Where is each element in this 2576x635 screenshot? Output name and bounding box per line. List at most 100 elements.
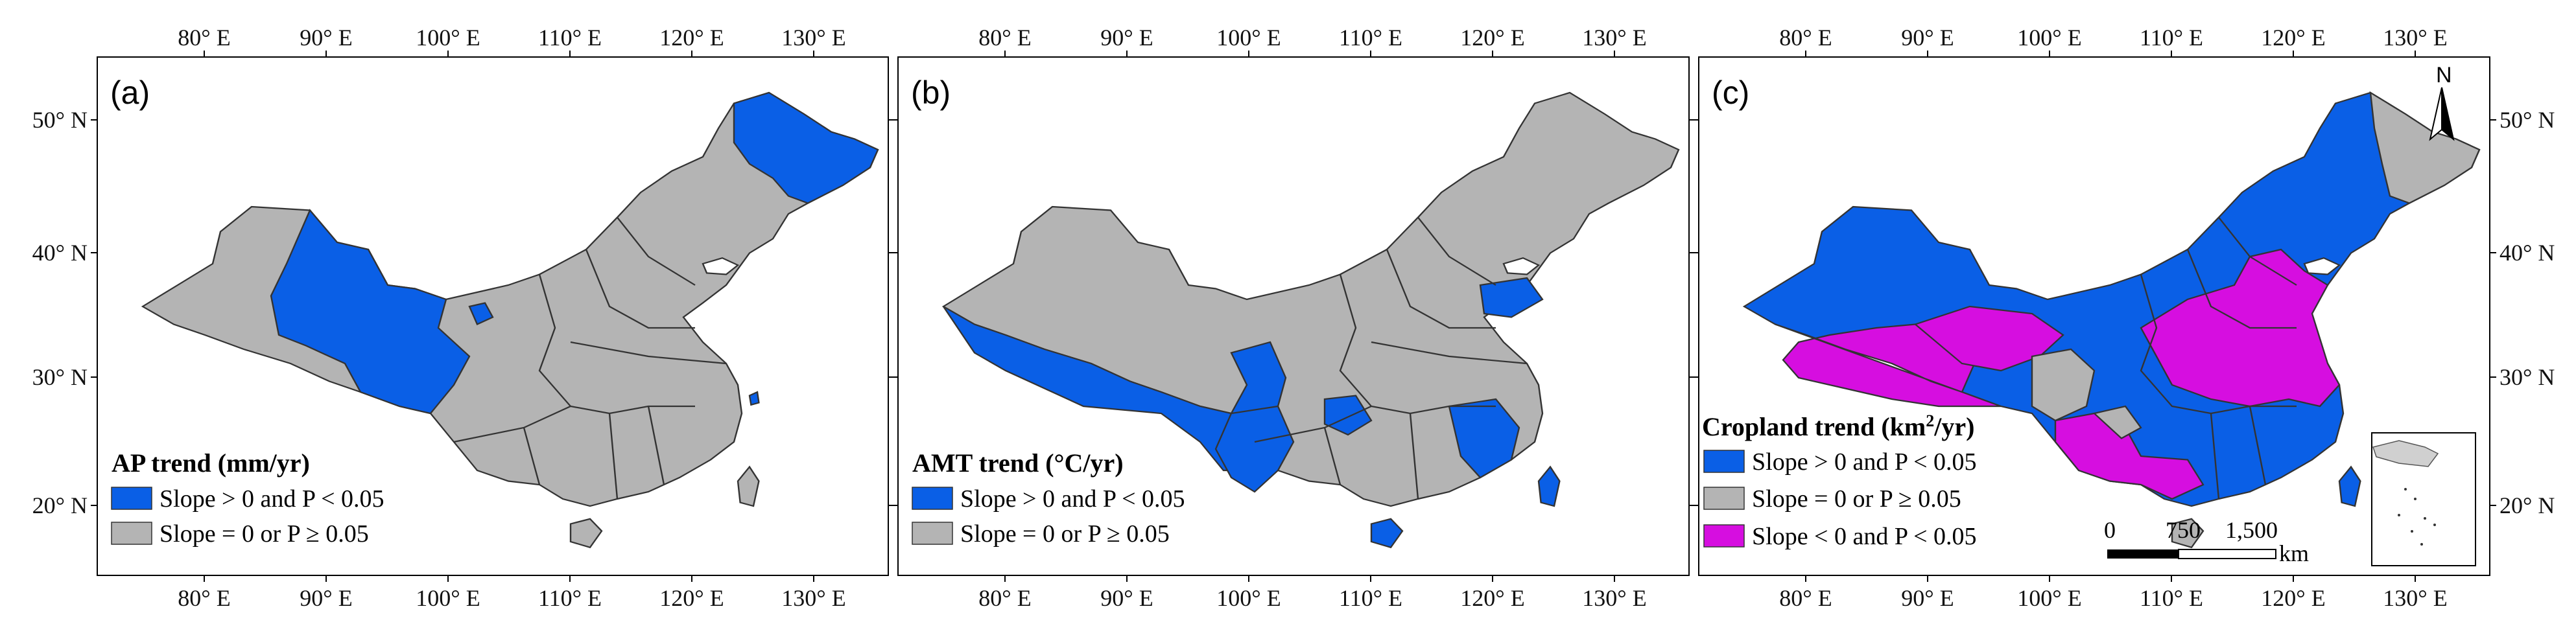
legend-a-item-1: Slope > 0 and P < 0.05: [160, 485, 384, 513]
lat-tick-label: 40° N: [2499, 240, 2555, 266]
panel-b-legend: AMT trend (°C/yr) Slope > 0 and P < 0.05…: [912, 448, 1185, 548]
region-chongqing-blue-b: [1323, 395, 1373, 436]
panel-c-map: [1743, 91, 2481, 548]
axis-ticks: 80° E 80° E 90° E 90° E 100° E 100° E 110° E 11…: [32, 25, 2555, 611]
scale-label-1500: 1,500: [2225, 517, 2278, 543]
panel-b-map: [942, 91, 1680, 548]
scale-bar-white: [2178, 549, 2276, 559]
legend-c-swatch-gray: [1703, 487, 1745, 510]
panel-a-map: [141, 91, 879, 548]
region-west-blue-a: [270, 209, 471, 415]
region-southeast-blue-b: [1448, 398, 1520, 479]
panel-b-frame: [897, 56, 1690, 576]
lon-tick-label: 120° E: [1460, 585, 1524, 611]
china-base-b: [942, 91, 1680, 507]
lon-tick-label: 110° E: [538, 585, 602, 611]
lat-tick-label: 40° N: [32, 240, 88, 266]
lon-tick-label: 110° E: [1339, 25, 1402, 51]
lon-tick-label: 110° E: [538, 25, 602, 51]
lon-tick-label: 100° E: [2017, 25, 2081, 51]
panel-c-frame: [1698, 56, 2490, 576]
region-sichuan-gray-c: [2031, 348, 2096, 422]
lat-tick-label: 50° N: [2499, 107, 2555, 133]
lon-tick-label: 120° E: [2261, 585, 2325, 611]
lon-tick-label: 90° E: [1100, 585, 1153, 611]
lon-tick-label: 100° E: [2017, 585, 2081, 611]
region-shanghai-blue-a: [748, 391, 760, 406]
lon-tick-label: 90° E: [1901, 25, 1954, 51]
lon-tick-label: 90° E: [300, 25, 352, 51]
legend-b-item-2: Slope = 0 or P ≥ 0.05: [960, 520, 1170, 548]
region-ningxia-blue-a: [468, 302, 494, 326]
scale-label-750: 750: [2166, 517, 2201, 543]
scale-label-0: 0: [2104, 517, 2116, 543]
legend-a-title: AP trend (mm/yr): [112, 448, 310, 478]
scale-unit: km: [2279, 540, 2309, 566]
north-arrow-icon: N: [2429, 63, 2455, 141]
panel-a-legend: AP trend (mm/yr) Slope > 0 and P < 0.05 …: [111, 448, 384, 548]
lat-tick-label: 50° N: [32, 107, 88, 133]
lon-tick-label: 130° E: [781, 585, 845, 611]
lon-tick-label: 100° E: [1216, 585, 1281, 611]
legend-a-swatch-blue: [111, 487, 152, 510]
lon-tick-label: 110° E: [1339, 585, 1402, 611]
legend-b-item-1: Slope > 0 and P < 0.05: [960, 485, 1185, 513]
lat-tick-label: 30° N: [2499, 364, 2555, 390]
legend-a-swatch-gray: [111, 522, 152, 545]
legend-c-swatch-blue: [1703, 450, 1745, 473]
region-yunnan-blue-b: [1214, 405, 1295, 493]
lon-tick-label: 130° E: [2383, 585, 2447, 611]
north-label: N: [2436, 63, 2452, 87]
legend-b-title: AMT trend (°C/yr): [912, 448, 1124, 478]
lon-tick-label: 130° E: [1582, 585, 1646, 611]
lon-tick-label: 90° E: [1100, 25, 1153, 51]
panel-a-frame: [97, 56, 889, 576]
region-northeast-blue-a: [733, 91, 879, 204]
panel-a-letter: (a): [110, 75, 150, 111]
region-guizhou-gray-c: [2092, 405, 2142, 439]
region-southwest-blue-b: [942, 306, 1287, 472]
lon-tick-label: 120° E: [2261, 25, 2325, 51]
lon-tick-label: 110° E: [2140, 585, 2203, 611]
region-eastcentral-magenta-c: [2140, 248, 2341, 408]
lat-tick-label: 20° N: [2499, 492, 2555, 518]
lon-tick-label: 80° E: [978, 25, 1031, 51]
scale-bar: 0 750 1,500 km: [2104, 517, 2309, 566]
legend-c-item-1: Slope > 0 and P < 0.05: [1752, 448, 1977, 476]
lon-tick-label: 120° E: [659, 585, 724, 611]
lon-tick-label: 80° E: [978, 585, 1031, 611]
lon-tick-label: 130° E: [2383, 25, 2447, 51]
region-northeast-gray-c: [2369, 91, 2481, 204]
lon-tick-label: 100° E: [416, 585, 480, 611]
panel-c-legend: Cropland trend (km2/yr) Slope > 0 and P …: [1702, 411, 1977, 551]
lon-tick-label: 80° E: [1779, 585, 1832, 611]
panel-b-letter: (b): [911, 75, 951, 111]
lon-tick-label: 80° E: [178, 585, 230, 611]
lat-tick-label: 20° N: [32, 492, 88, 518]
lon-tick-label: 80° E: [178, 25, 230, 51]
scale-bar-black: [2107, 549, 2179, 559]
legend-b-swatch-gray: [912, 522, 953, 545]
region-shandong-blue-b: [1479, 277, 1544, 318]
legend-c-swatch-magenta: [1703, 524, 1745, 548]
legend-b-swatch-blue: [912, 487, 953, 510]
lon-tick-label: 100° E: [1216, 25, 1281, 51]
legend-a-item-2: Slope = 0 or P ≥ 0.05: [160, 520, 369, 548]
lon-tick-label: 120° E: [1460, 25, 1524, 51]
lon-tick-label: 90° E: [1901, 585, 1954, 611]
lon-tick-label: 120° E: [659, 25, 724, 51]
lon-tick-label: 130° E: [1582, 25, 1646, 51]
lon-tick-label: 130° E: [781, 25, 845, 51]
panel-c-letter: (c): [1712, 75, 1749, 111]
lon-tick-label: 90° E: [300, 585, 352, 611]
south-china-sea-inset: [2371, 432, 2476, 566]
legend-c-title: Cropland trend (km2/yr): [1702, 411, 1974, 442]
region-qinghai-magenta-c: [1913, 305, 2064, 372]
lat-tick-label: 30° N: [32, 364, 88, 390]
lon-tick-label: 110° E: [2140, 25, 2203, 51]
legend-c-item-2: Slope = 0 or P ≥ 0.05: [1752, 485, 1961, 513]
lon-tick-label: 100° E: [416, 25, 480, 51]
legend-c-item-3: Slope < 0 and P < 0.05: [1752, 523, 1977, 550]
lon-tick-label: 80° E: [1779, 25, 1832, 51]
